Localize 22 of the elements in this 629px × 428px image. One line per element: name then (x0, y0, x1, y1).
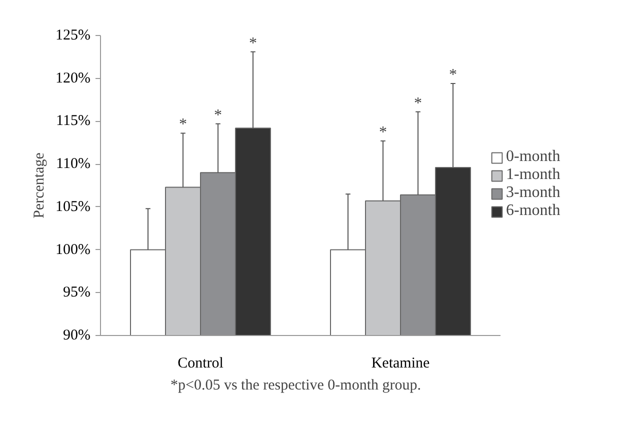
y-tick-label: 95% (63, 284, 91, 301)
y-tick-label: 100% (56, 242, 91, 258)
legend-label: 3-month (506, 184, 560, 202)
legend-label: 6-month (506, 202, 560, 220)
x-tick-label: Ketamine (371, 356, 430, 372)
text: *p<0.05 vs the respective 0-month group. (170, 378, 421, 394)
y-tick-label: 110% (56, 156, 91, 172)
y-tick-label: 90% (63, 328, 91, 344)
x-tick-label: Control (178, 356, 224, 372)
annotation: * (414, 94, 422, 112)
y-tick-label: 115% (56, 113, 91, 130)
y-tick-label: 105% (56, 198, 91, 215)
y-tick-label: 120% (56, 70, 91, 86)
y-axis-title: Percentage (32, 152, 48, 218)
annotation: * (449, 66, 457, 84)
annotation: * (379, 124, 387, 141)
legend-label: 1-month (506, 166, 560, 184)
annotation: * (214, 106, 222, 124)
annotation: * (179, 116, 187, 134)
annotation: * (249, 34, 257, 52)
y-tick-label: 125% (56, 28, 91, 44)
legend-label: 0-month (506, 148, 560, 166)
